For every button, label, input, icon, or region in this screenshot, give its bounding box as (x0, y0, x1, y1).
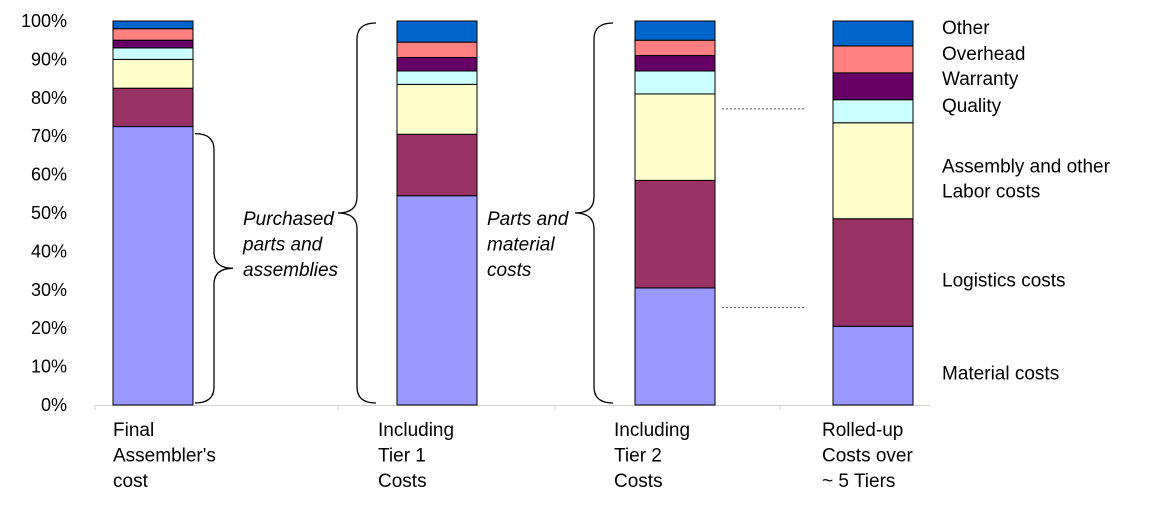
x-category-label: Costs (614, 471, 663, 492)
annotation-text: material (487, 235, 555, 256)
annotation-text: Purchased (243, 209, 335, 230)
bar-segment (112, 58, 194, 89)
bar-segment (832, 325, 914, 406)
bar-segment (634, 70, 716, 95)
bar-segment (396, 20, 478, 43)
bar-segment (112, 47, 194, 60)
bars (112, 20, 914, 406)
x-category-label: ~ 5 Tiers (822, 471, 895, 492)
y-tick-label: 70% (31, 126, 67, 146)
legend-label: Overhead (942, 44, 1025, 65)
x-category-label: Including (378, 420, 454, 441)
bar-segment (634, 287, 716, 406)
legend-label: Labor costs (942, 181, 1040, 202)
legend-label: Logistics costs (942, 271, 1066, 292)
bar-segment (832, 45, 914, 74)
y-tick-label: 100% (21, 11, 67, 31)
bar-segment (396, 41, 478, 58)
bar-segment (396, 83, 478, 135)
x-category-label: Costs over (822, 446, 913, 467)
annotations: Purchased parts and assemblies Parts and mat… (194, 22, 806, 404)
annotation-text: Parts and (487, 209, 570, 230)
axes: 0% 10% 20% 30% 40% 50% 60% 70% 80% 90% 100% Final As… (21, 11, 930, 492)
legend-label: Other (942, 18, 990, 39)
y-tick-label: 0% (41, 395, 67, 415)
x-category-label: Tier 2 (614, 446, 662, 467)
curly-brace (574, 22, 614, 404)
y-tick-label: 80% (31, 88, 67, 108)
x-category-label: Rolled-up (822, 420, 903, 441)
bar-segment (634, 179, 716, 289)
x-category-label: Assembler's (113, 446, 216, 467)
bar-segment (634, 93, 716, 181)
bar-segment (832, 99, 914, 124)
y-tick-label: 90% (31, 49, 67, 69)
annotation-text: assemblies (243, 260, 339, 281)
bar-segment (112, 126, 194, 406)
bar-segment (396, 133, 478, 197)
bar-segment (832, 218, 914, 327)
bar-segment (832, 20, 914, 47)
y-tick-label: 20% (31, 318, 67, 338)
legend: Other Overhead Warranty Quality Assembly and… (942, 18, 1111, 385)
legend-label: Material costs (942, 364, 1059, 385)
legend-label: Assembly and other (942, 156, 1111, 177)
bar-segment (112, 28, 194, 41)
bar-segment (396, 70, 478, 85)
annotation-text: parts and (242, 235, 324, 256)
x-category-label: cost (113, 471, 149, 492)
bar-segment (112, 39, 194, 49)
x-category-label: Including (614, 420, 690, 441)
y-tick-label: 60% (31, 165, 67, 185)
bar-segment (832, 72, 914, 101)
x-category-label: Final (113, 420, 154, 441)
y-tick-label: 10% (31, 357, 67, 377)
legend-label: Quality (942, 96, 1002, 117)
bar-segment (634, 20, 716, 41)
bar-segment (396, 195, 478, 406)
curly-brace (337, 22, 377, 404)
bar-segment (112, 20, 194, 30)
bar-segment (396, 56, 478, 72)
bar-segment (634, 55, 716, 72)
x-category-label: Tier 1 (378, 446, 426, 467)
annotation-text: costs (487, 260, 532, 281)
x-category-label: Costs (378, 471, 427, 492)
y-tick-label: 40% (31, 241, 67, 261)
legend-label: Warranty (942, 69, 1019, 90)
bar-segment (112, 87, 194, 128)
y-tick-label: 50% (31, 203, 67, 223)
bar-segment (832, 122, 914, 220)
y-tick-label: 30% (31, 280, 67, 300)
bar-segment (634, 39, 716, 57)
curly-brace (194, 132, 234, 404)
